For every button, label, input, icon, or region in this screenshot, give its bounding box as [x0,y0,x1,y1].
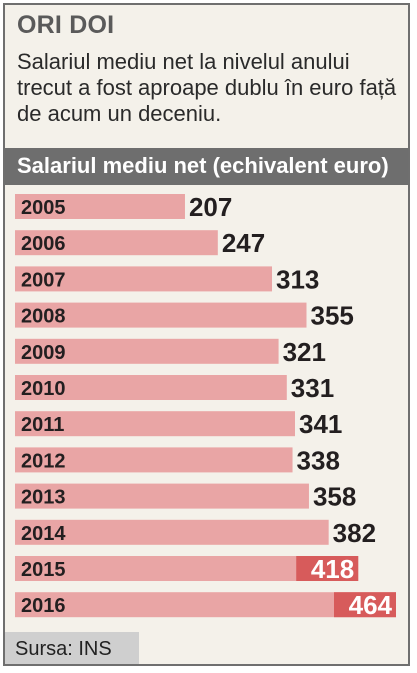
bar-chart: 2005 207 2006 247 2007 313 2008 355 2009 321 2010 3… [15,192,396,620]
value-label-2013: 358 [313,482,356,512]
category-label-2008: 2008 [21,306,66,328]
value-label-2010: 331 [291,373,334,403]
chart-title: Salariul mediu net (echivalent euro) [17,153,389,178]
value-label-2012: 338 [297,445,340,475]
bar-2014 [15,519,329,545]
value-label-2015: 418 [311,554,354,584]
bar-2010 [15,375,287,400]
chart-title-band: Salariul mediu net (echivalent euro) [5,148,408,185]
source-label: Sursa: INS [15,638,112,660]
value-label-2008: 355 [310,301,353,331]
bar-2005 [15,194,185,219]
bar-2006 [15,230,218,256]
bar-2011 [15,411,296,437]
bar-highlight-2016 [334,592,396,618]
bar-2016 [15,592,396,618]
value-label-2005: 207 [189,192,232,222]
category-label-2006: 2006 [21,233,66,255]
category-label-2014: 2014 [21,523,66,545]
category-label-2007: 2007 [21,269,66,291]
value-label-2009: 321 [283,337,326,367]
subtitle: Salariul mediu net la nivelul anului tre… [17,49,397,126]
category-label-2010: 2010 [21,378,66,400]
bar-highlight-2015 [296,556,359,581]
bar-2009 [15,338,279,364]
category-label-2013: 2013 [21,487,66,509]
bar-2012 [15,447,293,473]
value-label-2011: 341 [299,409,342,439]
infographic-frame: ORI DOI Salariul mediu net la nivelul an… [3,3,410,666]
category-label-2015: 2015 [21,559,66,581]
source-box: Sursa: INS [5,632,139,664]
bar-2007 [15,266,273,292]
value-label-2007: 313 [276,264,319,294]
category-label-2011: 2011 [21,414,64,436]
category-label-2005: 2005 [21,197,66,219]
category-label-2016: 2016 [21,595,66,617]
value-label-2014: 382 [333,518,376,548]
category-label-2009: 2009 [21,342,66,364]
category-label-2012: 2012 [21,450,66,472]
value-label-2006: 247 [222,228,265,258]
headline: ORI DOI [17,11,115,39]
bar-2013 [15,483,309,509]
bar-2008 [15,302,307,328]
value-label-2016: 464 [349,590,393,620]
